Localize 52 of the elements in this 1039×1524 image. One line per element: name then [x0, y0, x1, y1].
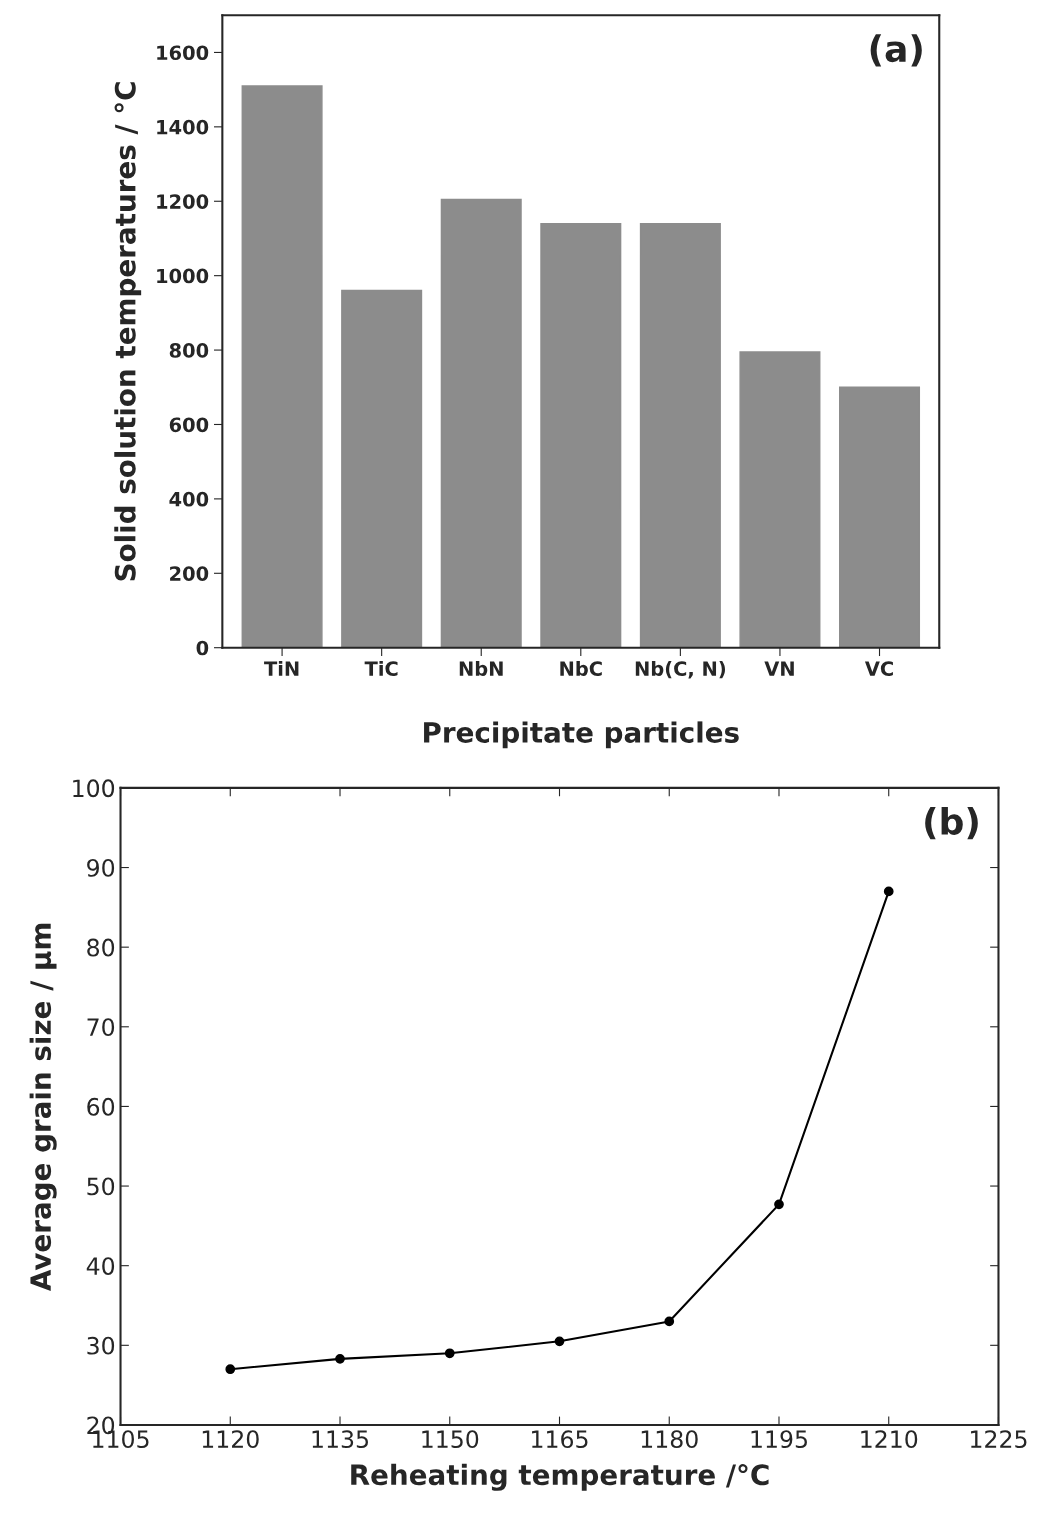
x-tick-label: 1120: [202, 1430, 259, 1449]
point: [444, 1348, 455, 1359]
x-tick-label: 1225: [971, 1430, 1027, 1449]
x-tick-label: TiN: [264, 660, 299, 676]
x-tick-label: 1150: [422, 1430, 479, 1449]
y-tick-label: 0: [196, 640, 209, 656]
point: [774, 1199, 784, 1210]
y-tick-label: 200: [170, 566, 209, 581]
y-tick-label: 800: [169, 343, 209, 358]
bar: [440, 198, 522, 648]
y-tick-label: 30: [87, 1336, 115, 1355]
y-axis-title: Average grain size / µm: [29, 923, 57, 1292]
y-tick-label: 90: [87, 858, 115, 877]
bar: [838, 386, 921, 648]
x-tick-label: NbN: [459, 660, 503, 676]
y-tick-label: 100: [73, 779, 115, 798]
x-tick-label: 1165: [532, 1430, 588, 1449]
x-tick-label: 1180: [641, 1430, 698, 1449]
point: [883, 886, 894, 897]
bar: [341, 289, 423, 648]
bar: [540, 222, 622, 648]
x-tick-label: 1135: [312, 1430, 368, 1449]
bar: [739, 351, 821, 648]
y-tick-label: 1600: [157, 45, 209, 61]
x-tick-label: NbC: [560, 660, 602, 676]
annotation: (a): [870, 34, 922, 67]
y-tick-label: 400: [169, 491, 209, 507]
y-tick-label: 600: [169, 417, 209, 433]
y-tick-label: 1200: [157, 194, 209, 209]
y-tick-label: 40: [86, 1257, 115, 1275]
point: [225, 1364, 236, 1375]
x-tick-label: VN: [764, 661, 794, 676]
y-tick-label: 80: [87, 938, 115, 957]
x-tick-label: 1210: [861, 1430, 918, 1449]
bar: [639, 222, 721, 648]
point: [335, 1353, 345, 1364]
annotation: (b): [925, 807, 978, 840]
x-tick-label: Nb(C, N): [635, 660, 726, 679]
y-tick-label: 60: [87, 1097, 115, 1116]
x-axis-title: Reheating temperature /°C: [351, 1463, 769, 1491]
y-tick-label: 1000: [157, 268, 209, 284]
x-tick-label: 1195: [751, 1430, 807, 1449]
y-axis-title: Solid solution temperatures / °C: [114, 82, 142, 581]
x-axis-title: Precipitate particles: [424, 721, 739, 749]
point: [664, 1316, 675, 1327]
y-tick-label: 70: [87, 1018, 115, 1037]
point: [554, 1336, 565, 1347]
bar: [241, 85, 323, 648]
y-tick-label: 1400: [157, 119, 209, 135]
x-tick-label: TiC: [364, 660, 398, 676]
y-tick-label: 50: [87, 1177, 115, 1196]
x-tick-label: VC: [864, 661, 893, 676]
